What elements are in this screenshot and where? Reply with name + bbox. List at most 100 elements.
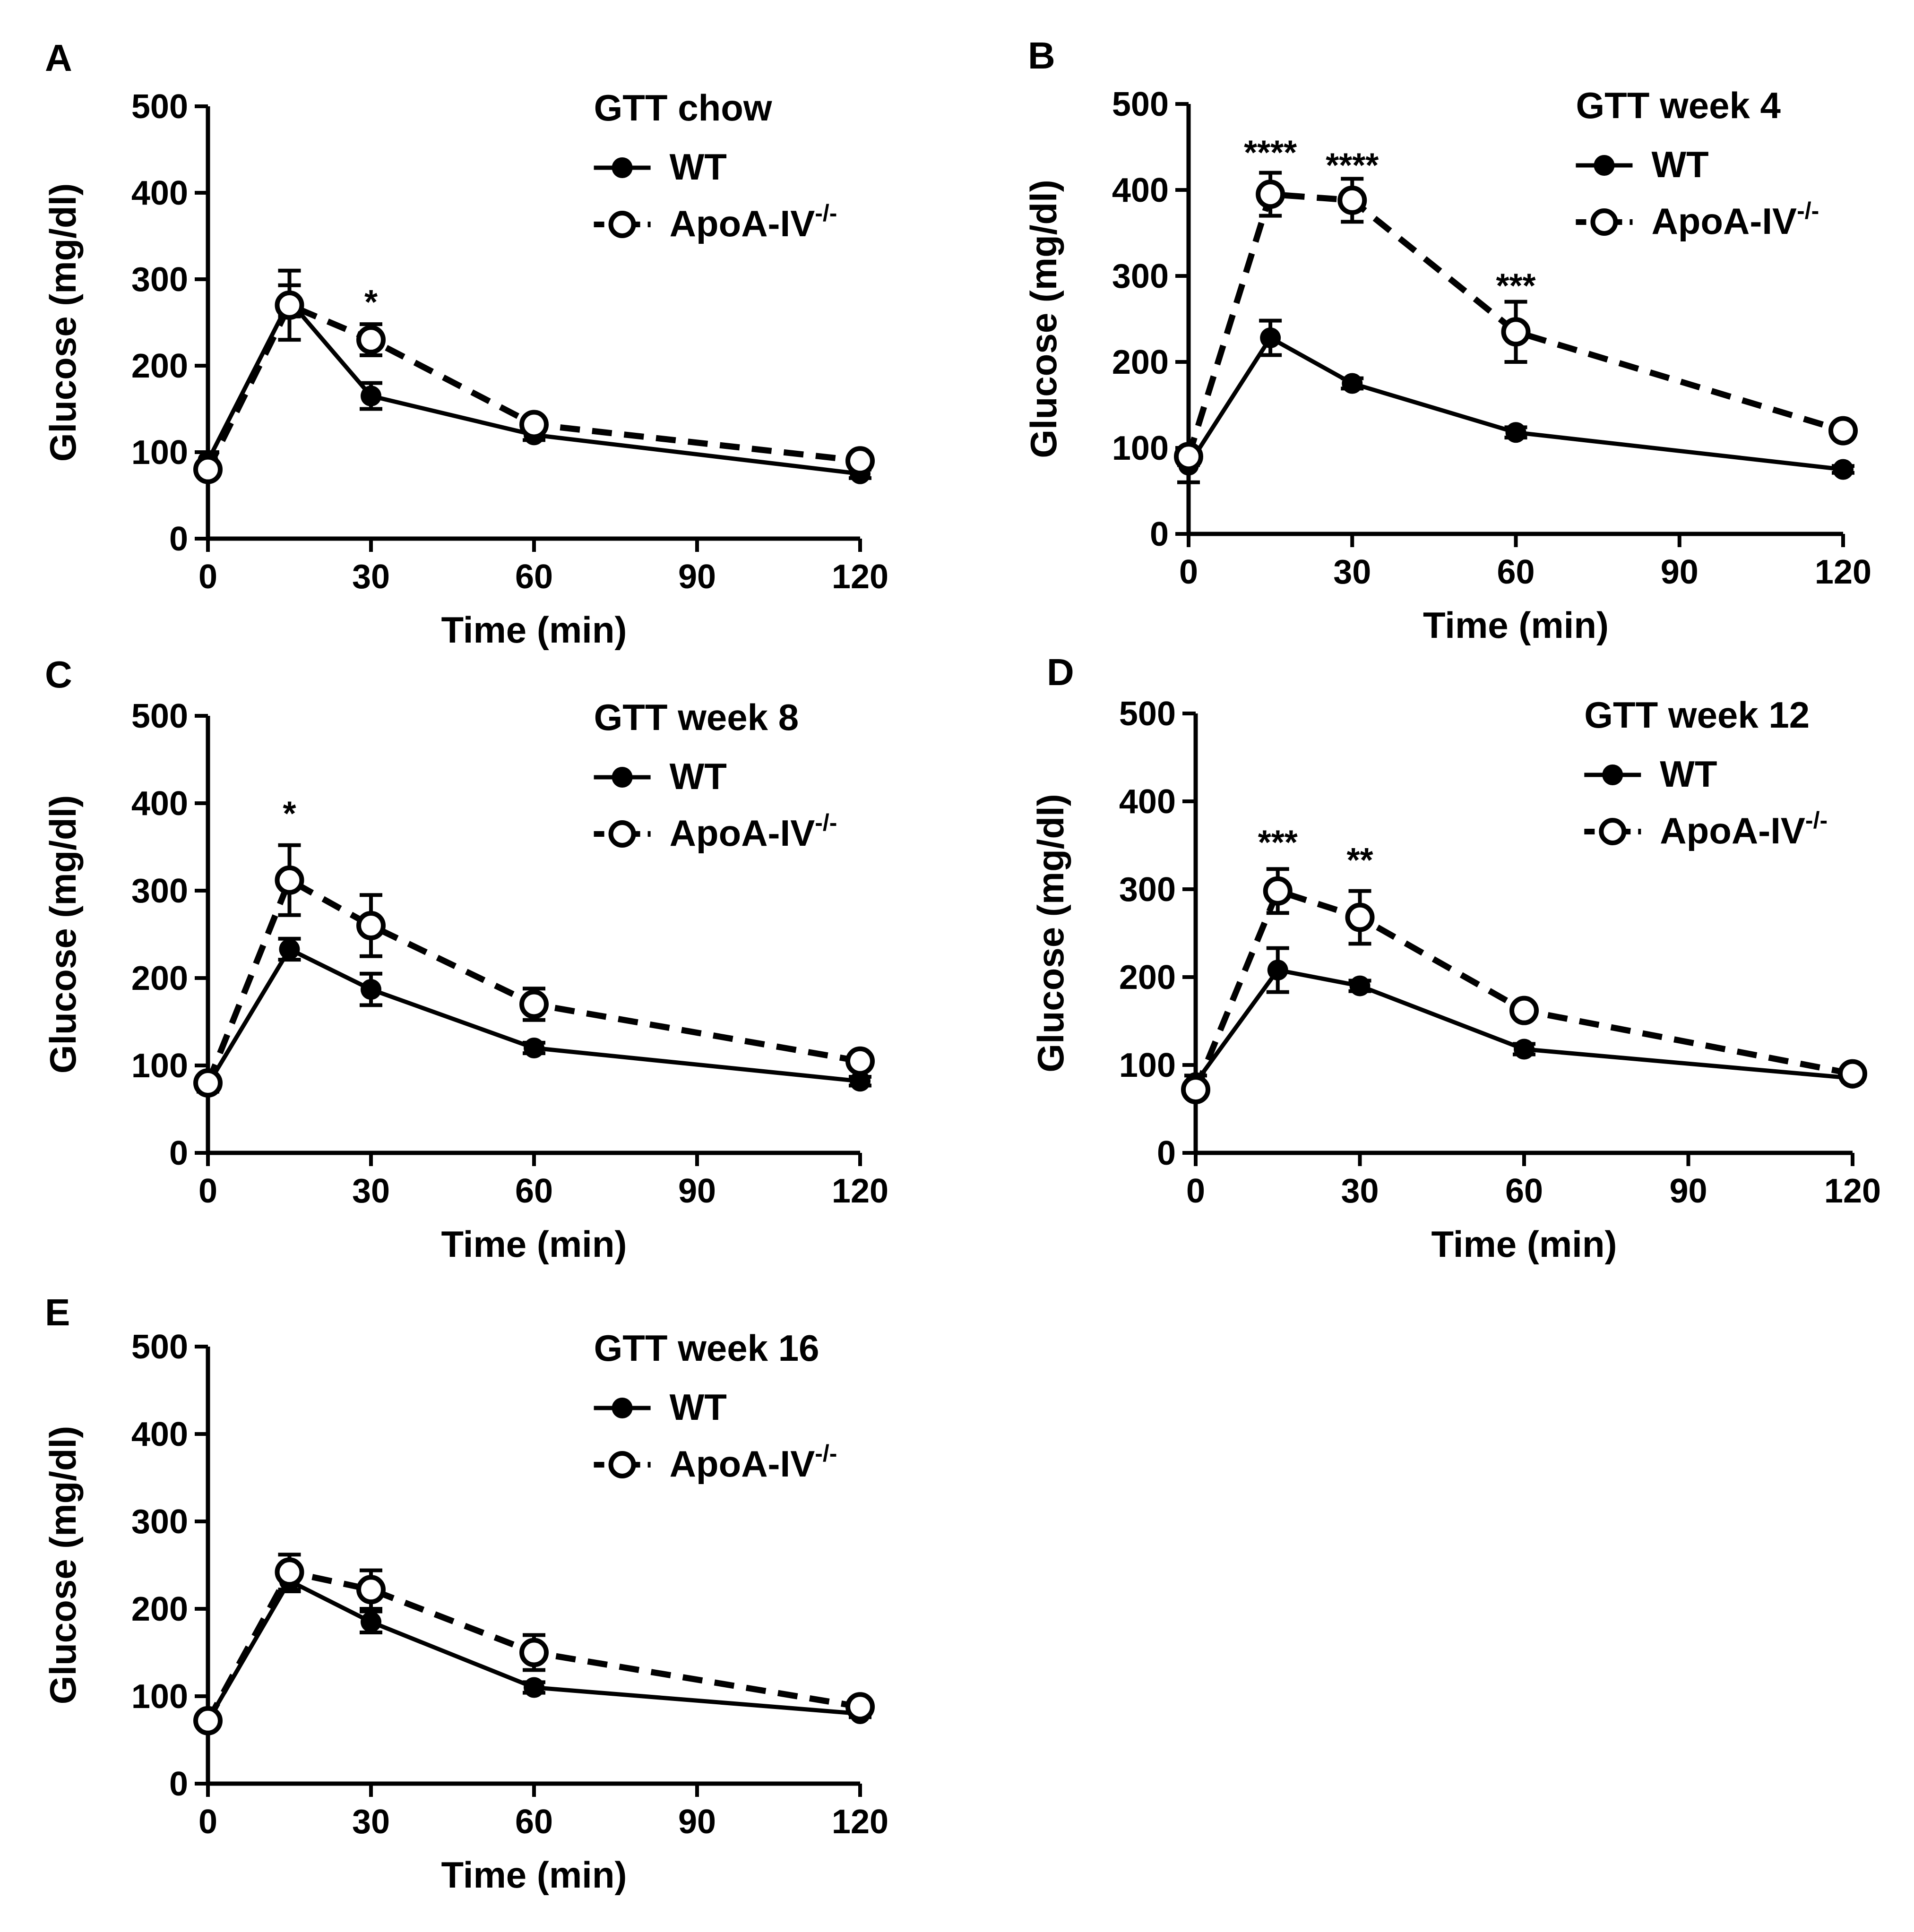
series-line [1194,968,1853,1084]
y-axis-title: Glucose (mg/dl) [1023,180,1064,458]
data-point [519,1638,549,1667]
legend-marker [612,767,633,788]
y-axis-title: Glucose (mg/dl) [1030,794,1071,1072]
data-point [193,455,223,484]
legend-title: GTT week 8 [594,696,799,738]
x-tick-label: 0 [1186,1172,1205,1210]
y-tick-label: 300 [131,261,188,299]
y-tick-label: 300 [131,872,188,910]
y-tick-label: 200 [1112,343,1169,381]
x-tick-label: 0 [198,1172,217,1210]
y-tick-label: 200 [131,1590,188,1628]
data-point [275,290,304,320]
panel-c: C 0 100 200 300 400 500 0 30 60 90 120 Time (min) Glu… [42,653,888,1265]
data-point [193,1706,223,1735]
data-point [1342,373,1363,394]
series-line [1192,888,1854,1091]
significance-marker: * [283,795,296,833]
data-point [1181,1075,1210,1105]
data-point [361,386,381,407]
x-tick-label: 30 [352,1803,390,1841]
significance-marker: * [364,283,378,321]
x-axis-title: Time (min) [1431,1223,1617,1265]
y-tick-label: 400 [131,1416,188,1453]
legend-label-superscript: -/- [815,809,837,836]
panel-letter: B [1028,34,1055,77]
data-point [519,989,549,1019]
x-axis-title: Time (min) [441,1223,627,1265]
y-tick-label: 100 [131,434,188,472]
y-tick-label: 300 [1112,258,1169,295]
significance-marker: ** [1346,841,1373,879]
series-line [205,1569,861,1722]
legend-marker [608,1451,636,1478]
data-point [1267,960,1288,981]
y-tick-label: 0 [1150,515,1169,553]
y-tick-label: 0 [169,1765,188,1803]
data-point [850,1071,871,1092]
legend-label-superscript: -/- [815,1440,837,1467]
data-point [1838,1059,1867,1089]
y-tick-label: 0 [169,520,188,558]
legend-marker [1602,764,1623,785]
series-apoa-iv [1181,867,1867,1105]
x-tick-label: 90 [1661,553,1698,591]
legend-label: WT [670,1386,727,1428]
y-tick-label: 500 [131,1328,188,1366]
y-tick-label: 500 [131,88,188,126]
x-tick-label: 90 [678,1803,716,1841]
y-tick-label: 500 [131,697,188,735]
x-tick-label: 60 [1505,1172,1543,1210]
panel-d: D 0 100 200 300 400 500 0 30 60 90 120 Time (min) Glu… [1030,651,1881,1265]
legend-label: WT [670,146,727,188]
panel-a: A 0 100 200 300 400 500 0 30 60 90 120 Time (min) Glu… [42,37,888,651]
data-point [1505,422,1526,443]
y-tick-label: 300 [1119,871,1176,909]
y-tick-label: 400 [1112,172,1169,209]
legend-label: ApoA-IV-/- [670,200,837,244]
series-line [205,877,861,1084]
significance-marker: *** [1258,824,1298,862]
x-tick-label: 90 [1669,1172,1707,1210]
y-tick-label: 200 [1119,959,1176,996]
data-point [356,1575,386,1605]
legend-label: WT [1651,144,1708,185]
data-point [361,979,381,1000]
y-tick-label: 400 [1119,783,1176,821]
legend-marker [1590,208,1618,236]
legend-label: ApoA-IV-/- [670,809,837,854]
panel-letter: C [45,653,72,696]
data-point [361,1611,381,1632]
panel-letter: E [45,1291,70,1333]
data-point [1833,459,1854,480]
data-point [1828,416,1858,446]
series-wt [1184,946,1864,1093]
y-tick-label: 300 [131,1503,188,1541]
y-axis-title: Glucose (mg/dl) [42,183,84,462]
x-axis-title: Time (min) [441,1854,627,1896]
legend-label-superscript: -/- [1797,197,1819,224]
series-apoa-iv [193,1553,875,1735]
legend-label: WT [670,756,727,797]
x-tick-label: 0 [198,1803,217,1841]
data-point [275,865,304,895]
y-tick-label: 500 [1119,695,1176,733]
legend-label: ApoA-IV-/- [1660,807,1828,851]
data-point [519,410,549,439]
y-tick-label: 400 [131,785,188,823]
y-tick-label: 100 [1119,1047,1176,1084]
y-axis-title: Glucose (mg/dl) [42,1426,84,1704]
data-point [1174,442,1203,472]
series-apoa-iv [193,843,875,1098]
legend-title: GTT week 4 [1576,85,1781,126]
legend-marker [608,820,636,848]
y-tick-label: 100 [131,1678,188,1716]
x-axis-title: Time (min) [1423,604,1609,646]
y-tick-label: 0 [1157,1134,1176,1172]
legend-label: WT [1660,753,1717,795]
y-tick-label: 100 [131,1047,188,1085]
x-tick-label: 120 [1824,1172,1881,1210]
legend-marker [612,1398,633,1418]
legend-label-superscript: -/- [1805,807,1828,833]
